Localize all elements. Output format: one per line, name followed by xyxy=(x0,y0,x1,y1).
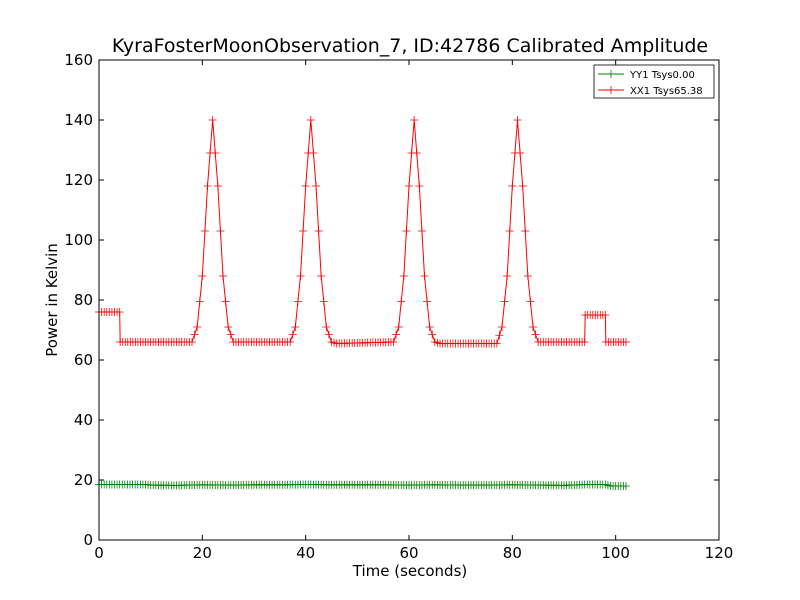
data-point-marker xyxy=(518,182,527,190)
data-point-marker xyxy=(622,482,630,490)
data-point-marker xyxy=(503,272,512,280)
data-point-marker xyxy=(428,330,437,339)
series-0 xyxy=(95,480,630,490)
chart-title: KyraFosterMoonObservation_7, ID:42786 Ca… xyxy=(112,35,708,57)
data-point-marker xyxy=(412,149,421,157)
data-point-marker xyxy=(498,323,506,331)
data-point-marker xyxy=(195,297,204,306)
data-point-marker xyxy=(213,182,222,190)
data-point-marker xyxy=(190,330,199,339)
data-point-marker xyxy=(405,182,413,190)
data-point-marker xyxy=(521,227,530,235)
y-tick-label: 20 xyxy=(74,471,93,489)
x-tick-label: 40 xyxy=(296,544,315,562)
data-point-marker xyxy=(211,149,220,157)
data-point-marker xyxy=(508,182,517,190)
legend-box xyxy=(593,64,715,99)
y-tick-label: 0 xyxy=(83,531,93,549)
axes: 0 20 40 60 80 100 120 0 20 40 60 80 100 120 140 160 xyxy=(64,51,733,562)
data-point-marker xyxy=(312,182,320,190)
data-point-marker xyxy=(226,330,235,339)
data-point-marker xyxy=(324,330,333,339)
legend-marker xyxy=(607,86,615,94)
data-point-marker xyxy=(286,338,295,346)
data-point-marker xyxy=(322,323,331,331)
y-tick-label: 40 xyxy=(74,411,93,429)
data-point-marker xyxy=(293,297,302,306)
data-point-marker xyxy=(397,297,406,306)
data-point-marker xyxy=(208,116,217,124)
legend-label: XX1 Tsys65.38 xyxy=(630,86,703,97)
data-point-marker xyxy=(314,227,323,235)
data-point-marker xyxy=(301,182,310,190)
data-point-marker xyxy=(410,116,419,124)
data-point-marker xyxy=(221,297,230,306)
legend-label: YY1 Tsys0.00 xyxy=(629,70,695,81)
data-point-marker xyxy=(224,323,233,331)
y-tick-label: 160 xyxy=(64,51,93,69)
x-tick-label: 20 xyxy=(193,544,212,562)
y-tick-label: 100 xyxy=(64,231,93,249)
data-point-marker xyxy=(394,323,403,331)
data-point-marker xyxy=(399,272,408,280)
data-point-marker xyxy=(296,272,305,280)
data-point-marker xyxy=(500,297,509,306)
data-point-marker xyxy=(601,311,610,319)
x-tick-label: 100 xyxy=(601,544,630,562)
data-point-marker xyxy=(188,338,196,346)
x-tick-label: 0 xyxy=(94,544,104,562)
y-tick-label: 120 xyxy=(64,171,93,189)
y-tick-label: 80 xyxy=(74,291,93,309)
data-point-marker xyxy=(580,338,589,346)
data-point-marker xyxy=(203,182,212,190)
data-point-marker xyxy=(216,227,225,235)
data-point-marker xyxy=(523,272,532,280)
data-point-marker xyxy=(513,116,522,124)
data-point-marker xyxy=(425,323,434,331)
y-tick-label: 140 xyxy=(64,111,93,129)
data-point-marker xyxy=(219,272,227,280)
x-tick-label: 120 xyxy=(705,544,734,562)
x-axis-label: Time (seconds) xyxy=(352,562,468,580)
data-point-marker xyxy=(516,149,525,157)
data-point-marker xyxy=(531,330,540,339)
data-point-marker xyxy=(299,227,308,235)
data-point-marker xyxy=(317,272,326,280)
data-point-marker xyxy=(505,227,514,235)
data-point-marker xyxy=(291,323,300,331)
x-tick-label: 60 xyxy=(399,544,418,562)
data-point-marker xyxy=(492,339,501,348)
data-point-marker xyxy=(529,323,537,331)
data-point-marker xyxy=(193,323,202,331)
y-axis-label: Power in Kelvin xyxy=(43,243,61,357)
data-point-marker xyxy=(115,308,124,316)
data-point-marker xyxy=(622,338,630,346)
data-point-marker xyxy=(200,227,209,235)
x-tick-label: 80 xyxy=(503,544,522,562)
data-point-marker xyxy=(420,272,429,280)
y-tick-label: 60 xyxy=(74,351,93,369)
data-point-marker xyxy=(319,297,328,306)
data-point-marker xyxy=(417,227,426,235)
data-point-marker xyxy=(309,149,318,157)
legend-marker xyxy=(607,70,615,78)
legend: YY1 Tsys0.00 XX1 Tsys65.38 xyxy=(593,64,715,99)
data-point-marker xyxy=(402,227,411,235)
data-point-marker xyxy=(389,338,398,346)
data-point-marker xyxy=(415,182,424,190)
data-point-marker xyxy=(198,272,207,280)
data-point-marker xyxy=(423,297,432,306)
data-point-marker xyxy=(288,330,297,339)
data-point-marker xyxy=(392,330,401,339)
data-point-marker xyxy=(526,297,535,306)
data-point-marker xyxy=(306,116,315,124)
data-point-marker xyxy=(495,331,504,340)
